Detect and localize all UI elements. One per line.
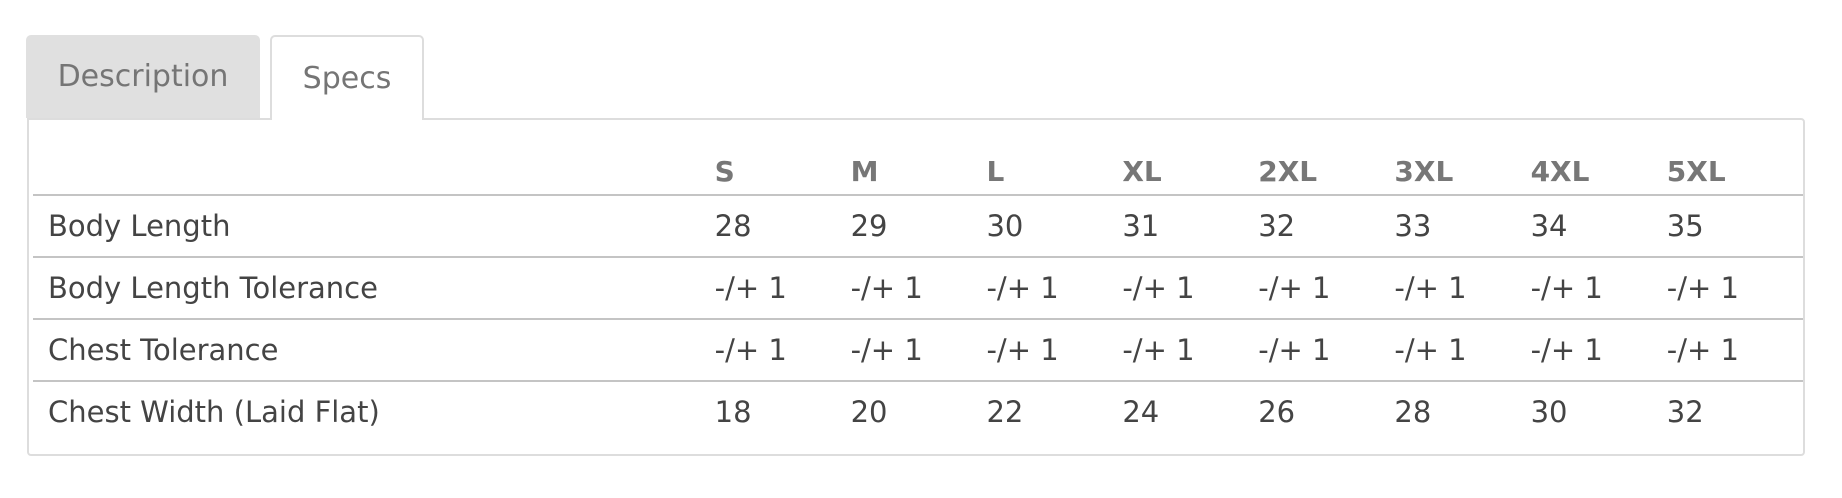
cell-value: -/+ 1 bbox=[1122, 257, 1259, 320]
cell-value: -/+ 1 bbox=[1258, 257, 1395, 320]
cell-value: 22 bbox=[986, 395, 1024, 429]
cell-value: 35 bbox=[1666, 195, 1803, 258]
cell-value: 31 bbox=[1122, 195, 1259, 258]
row-label: Body Length bbox=[33, 195, 715, 258]
size-header: 5XL bbox=[1666, 120, 1803, 196]
row-label: Chest Width (Laid Flat) bbox=[48, 395, 380, 429]
cell-value: -/+ 1 bbox=[850, 319, 987, 382]
cell-value: -/+ 1 bbox=[1666, 257, 1803, 320]
cell-value: -/+ 1 bbox=[986, 257, 1123, 320]
cell-value: -/+ 1 bbox=[1530, 257, 1667, 320]
cell-value: -/+ 1 bbox=[1666, 319, 1803, 382]
size-header: M bbox=[850, 120, 987, 196]
cell-value: -/+ 1 bbox=[1258, 319, 1395, 382]
cell-value: -/+ 1 bbox=[714, 257, 851, 320]
header-blank bbox=[33, 120, 715, 196]
cell-value: 26 bbox=[1258, 395, 1296, 429]
cell-value: -/+ 1 bbox=[1530, 319, 1667, 382]
row-label: Chest Tolerance bbox=[33, 319, 715, 382]
size-chart-table: S M L XL 2XL 3XL 4XL 5XL Body Length 28 29… bbox=[33, 120, 1803, 442]
tab-description[interactable]: Description bbox=[26, 35, 260, 118]
cell-value: 30 bbox=[986, 195, 1123, 258]
size-header: S bbox=[714, 120, 851, 196]
cell-value: -/+ 1 bbox=[1394, 257, 1531, 320]
cell-value: 32 bbox=[1666, 395, 1704, 429]
header-row: S M L XL 2XL 3XL 4XL 5XL bbox=[33, 120, 1803, 196]
size-header: XL bbox=[1122, 120, 1259, 196]
cell-value: -/+ 1 bbox=[986, 319, 1123, 382]
cell-value: -/+ 1 bbox=[714, 319, 851, 382]
specs-panel: S M L XL 2XL 3XL 4XL 5XL Body Length 28 29… bbox=[27, 118, 1805, 456]
cell-value: -/+ 1 bbox=[850, 257, 987, 320]
cell-value: 34 bbox=[1530, 195, 1667, 258]
cell-value: 28 bbox=[714, 195, 851, 258]
cell-value: 33 bbox=[1394, 195, 1531, 258]
size-header: 3XL bbox=[1394, 120, 1531, 196]
cell-value: -/+ 1 bbox=[1122, 319, 1259, 382]
table-row: Body Length 28 29 30 31 32 33 34 35 bbox=[33, 195, 1803, 258]
table-row: Chest Width (Laid Flat) 18 20 22 24 26 28 30 32 bbox=[33, 381, 1803, 442]
table-row: Chest Tolerance -/+ 1 -/+ 1 -/+ 1 -/+ 1 -/+ 1… bbox=[33, 319, 1803, 382]
row-label: Body Length Tolerance bbox=[33, 257, 715, 320]
size-header: L bbox=[986, 120, 1123, 196]
cell-value: 29 bbox=[850, 195, 987, 258]
size-header: 4XL bbox=[1530, 120, 1667, 196]
cell-value: 32 bbox=[1258, 195, 1395, 258]
cell-value: 30 bbox=[1530, 395, 1568, 429]
cell-value: -/+ 1 bbox=[1394, 319, 1531, 382]
table-row: Body Length Tolerance -/+ 1 -/+ 1 -/+ 1 -/+ … bbox=[33, 257, 1803, 320]
cell-value: 28 bbox=[1394, 395, 1432, 429]
cell-value: 24 bbox=[1122, 395, 1160, 429]
cell-value: 18 bbox=[714, 395, 752, 429]
tab-specs[interactable]: Specs bbox=[270, 35, 424, 120]
size-header: 2XL bbox=[1258, 120, 1395, 196]
cell-value: 20 bbox=[850, 395, 888, 429]
